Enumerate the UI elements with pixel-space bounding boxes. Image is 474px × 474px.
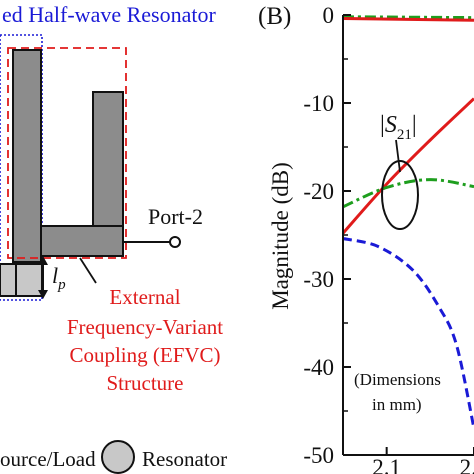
efvc-line-3: Coupling (EFVC) — [69, 343, 220, 367]
series-line-4 — [342, 15, 474, 20]
panel-label: (B) — [258, 3, 291, 30]
port-label: Port-2 — [148, 204, 203, 229]
panel-title: ed Half-wave Resonator — [2, 2, 216, 27]
series-line-3 — [342, 237, 474, 429]
y-tick-label: -50 — [303, 443, 334, 468]
s21-leader-line — [395, 139, 401, 173]
y-tick-label: -10 — [303, 91, 334, 116]
resonator-outline — [0, 34, 43, 301]
efvc-leader-line — [79, 257, 97, 284]
efvc-line-4: Structure — [107, 371, 184, 395]
s21-ellipse — [381, 160, 419, 230]
legend-source-load-label: ource/Load — [0, 447, 96, 471]
left-panel: ed Half-wave Resonator Port-2 lp Externa… — [0, 2, 227, 474]
right-panel: (B) Magnitude (dB) 0 -10 -20 -30 -40 -50 2.1 2.… — [258, 3, 474, 474]
series-line-1 — [341, 97, 474, 235]
efvc-label: External Frequency-Variant Coupling (EFV… — [67, 285, 223, 395]
microstrip-structure — [12, 49, 124, 263]
y-tick-label: -30 — [303, 267, 334, 292]
note-line-1: (Dimensions — [354, 370, 441, 389]
y-tick-label: 0 — [323, 3, 335, 28]
efvc-line-2: Frequency-Variant — [67, 315, 223, 339]
resonator-strip — [12, 49, 42, 263]
series-line-2 — [342, 178, 474, 209]
s21-annotation: |S21| — [380, 112, 417, 143]
note-line-2: in mm) — [372, 395, 422, 414]
series-line-5 — [342, 17, 474, 22]
source-load-block — [0, 263, 43, 297]
efvc-outline — [7, 47, 127, 259]
plot-area: 0 -10 -20 -30 -40 -50 2.1 2.2 — [303, 3, 474, 474]
series-layer — [341, 15, 474, 429]
coupling-strip — [40, 225, 124, 257]
x-tick-label: 2.2 — [460, 455, 474, 474]
efvc-stub — [92, 91, 124, 227]
efvc-line-1: External — [109, 285, 180, 309]
y-tick-label: -40 — [303, 355, 334, 380]
y-axis-label: Magnitude (dB) — [268, 162, 293, 310]
lp-label: lp — [52, 263, 66, 293]
x-tick-label: 2.1 — [372, 455, 401, 474]
port-terminal — [169, 236, 181, 248]
axes-layer: 0 -10 -20 -30 -40 -50 2.1 2.2 — [303, 3, 474, 474]
legend-resonator-circle — [101, 440, 135, 474]
legend-resonator-label: Resonator — [142, 447, 227, 471]
lp-arrow-down-icon — [38, 290, 48, 299]
y-tick-label: -20 — [303, 179, 334, 204]
lp-arrow-up-icon — [38, 256, 48, 265]
